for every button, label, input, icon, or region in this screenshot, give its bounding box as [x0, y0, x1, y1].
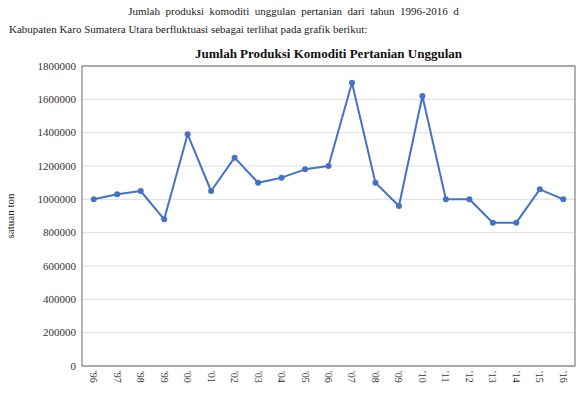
- grid-line: [82, 299, 575, 300]
- point: [255, 180, 261, 186]
- point: [537, 186, 543, 192]
- y-tick-label: 600000: [43, 260, 77, 272]
- y-tick-label: 0: [71, 360, 77, 372]
- y-tick-label: 1600000: [38, 93, 77, 105]
- grid-line: [82, 132, 575, 133]
- point: [114, 191, 120, 197]
- x-tick-label: '12: [464, 371, 475, 383]
- point: [185, 131, 191, 137]
- point: [513, 220, 519, 226]
- point: [396, 203, 402, 209]
- y-tick-label: 1200000: [38, 160, 77, 172]
- plot-frame: [82, 66, 575, 366]
- y-tick-label: 1000000: [38, 193, 77, 205]
- x-tick-label: '10: [417, 371, 428, 383]
- point: [208, 188, 214, 194]
- point: [372, 180, 378, 186]
- x-tick-label: '14: [511, 371, 522, 383]
- x-tick-label: '11: [440, 371, 451, 382]
- point: [490, 220, 496, 226]
- header-text: Kabupaten Karo Sumatera Utara berfluktua…: [9, 23, 367, 35]
- point: [326, 163, 332, 169]
- point: [138, 188, 144, 194]
- x-tick-label: '01: [206, 371, 217, 383]
- point: [419, 93, 425, 99]
- x-tick-label: '09: [393, 371, 404, 383]
- x-tick-label: '99: [159, 371, 170, 383]
- x-tick-label: '96: [88, 371, 99, 383]
- x-tick-label: '06: [323, 371, 334, 383]
- x-tick-label: '16: [558, 371, 569, 383]
- x-tick-label: '00: [182, 371, 193, 383]
- point: [279, 175, 285, 181]
- chart: Jumlah produksi komoditi unggulan pertan…: [0, 0, 587, 401]
- y-axis-label: satuan ton: [4, 193, 16, 238]
- grid-line: [82, 99, 575, 100]
- grid-line: [82, 199, 575, 200]
- point: [302, 166, 308, 172]
- point: [560, 196, 566, 202]
- x-tick-label: '05: [300, 371, 311, 383]
- x-tick-label: '07: [346, 371, 357, 383]
- x-tick-label: '98: [135, 371, 146, 383]
- x-tick-label: '02: [229, 371, 240, 383]
- point: [466, 196, 472, 202]
- y-tick-label: 200000: [43, 326, 77, 338]
- header-text: Jumlah produksi komoditi unggulan pertan…: [128, 5, 459, 17]
- point: [91, 196, 97, 202]
- point: [232, 155, 238, 161]
- y-tick-label: 1400000: [38, 126, 77, 138]
- y-tick-label: 800000: [43, 226, 77, 238]
- point: [349, 80, 355, 86]
- point: [161, 216, 167, 222]
- plot-area: [91, 80, 567, 226]
- y-tick-label: 400000: [43, 293, 77, 305]
- x-tick-label: '04: [276, 371, 287, 383]
- point: [443, 196, 449, 202]
- grid-line: [82, 332, 575, 333]
- line: [94, 83, 564, 223]
- x-tick-label: '13: [487, 371, 498, 383]
- title: Jumlah Produksi Komoditi Pertanian Unggu…: [195, 46, 463, 61]
- x-tick-label: '03: [253, 371, 264, 383]
- grid-line: [82, 266, 575, 267]
- x-tick-label: '08: [370, 371, 381, 383]
- y-tick-label: 1800000: [38, 60, 77, 72]
- x-tick-label: '15: [534, 371, 545, 383]
- x-tick-label: '97: [112, 371, 123, 383]
- grid-line: [82, 232, 575, 233]
